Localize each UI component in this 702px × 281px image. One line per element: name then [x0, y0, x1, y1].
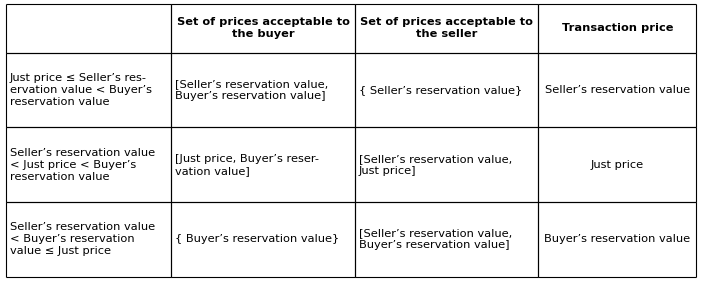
Text: [Seller’s reservation value,
Buyer’s reservation value]: [Seller’s reservation value, Buyer’s res…: [176, 79, 329, 101]
Text: [Seller’s reservation value,
Buyer’s reservation value]: [Seller’s reservation value, Buyer’s res…: [359, 228, 512, 250]
Text: [Just price, Buyer’s reser-
vation value]: [Just price, Buyer’s reser- vation value…: [176, 154, 319, 176]
Text: { Buyer’s reservation value}: { Buyer’s reservation value}: [176, 234, 340, 244]
Text: [Seller’s reservation value,
Just price]: [Seller’s reservation value, Just price]: [359, 154, 512, 176]
Text: Seller’s reservation value
< Buyer’s reservation
value ≤ Just price: Seller’s reservation value < Buyer’s res…: [10, 223, 155, 257]
Text: Set of prices acceptable to
the seller: Set of prices acceptable to the seller: [360, 17, 533, 39]
Text: Set of prices acceptable to
the buyer: Set of prices acceptable to the buyer: [176, 17, 350, 39]
Text: Seller’s reservation value: Seller’s reservation value: [545, 85, 690, 95]
Text: Just price: Just price: [591, 160, 644, 170]
Text: Just price ≤ Seller’s res-
ervation value < Buyer’s
reservation value: Just price ≤ Seller’s res- ervation valu…: [10, 73, 152, 107]
Text: Seller’s reservation value
< Just price < Buyer’s
reservation value: Seller’s reservation value < Just price …: [10, 148, 155, 182]
Text: { Seller’s reservation value}: { Seller’s reservation value}: [359, 85, 522, 95]
Text: Buyer’s reservation value: Buyer’s reservation value: [544, 234, 691, 244]
Text: Transaction price: Transaction price: [562, 24, 673, 33]
